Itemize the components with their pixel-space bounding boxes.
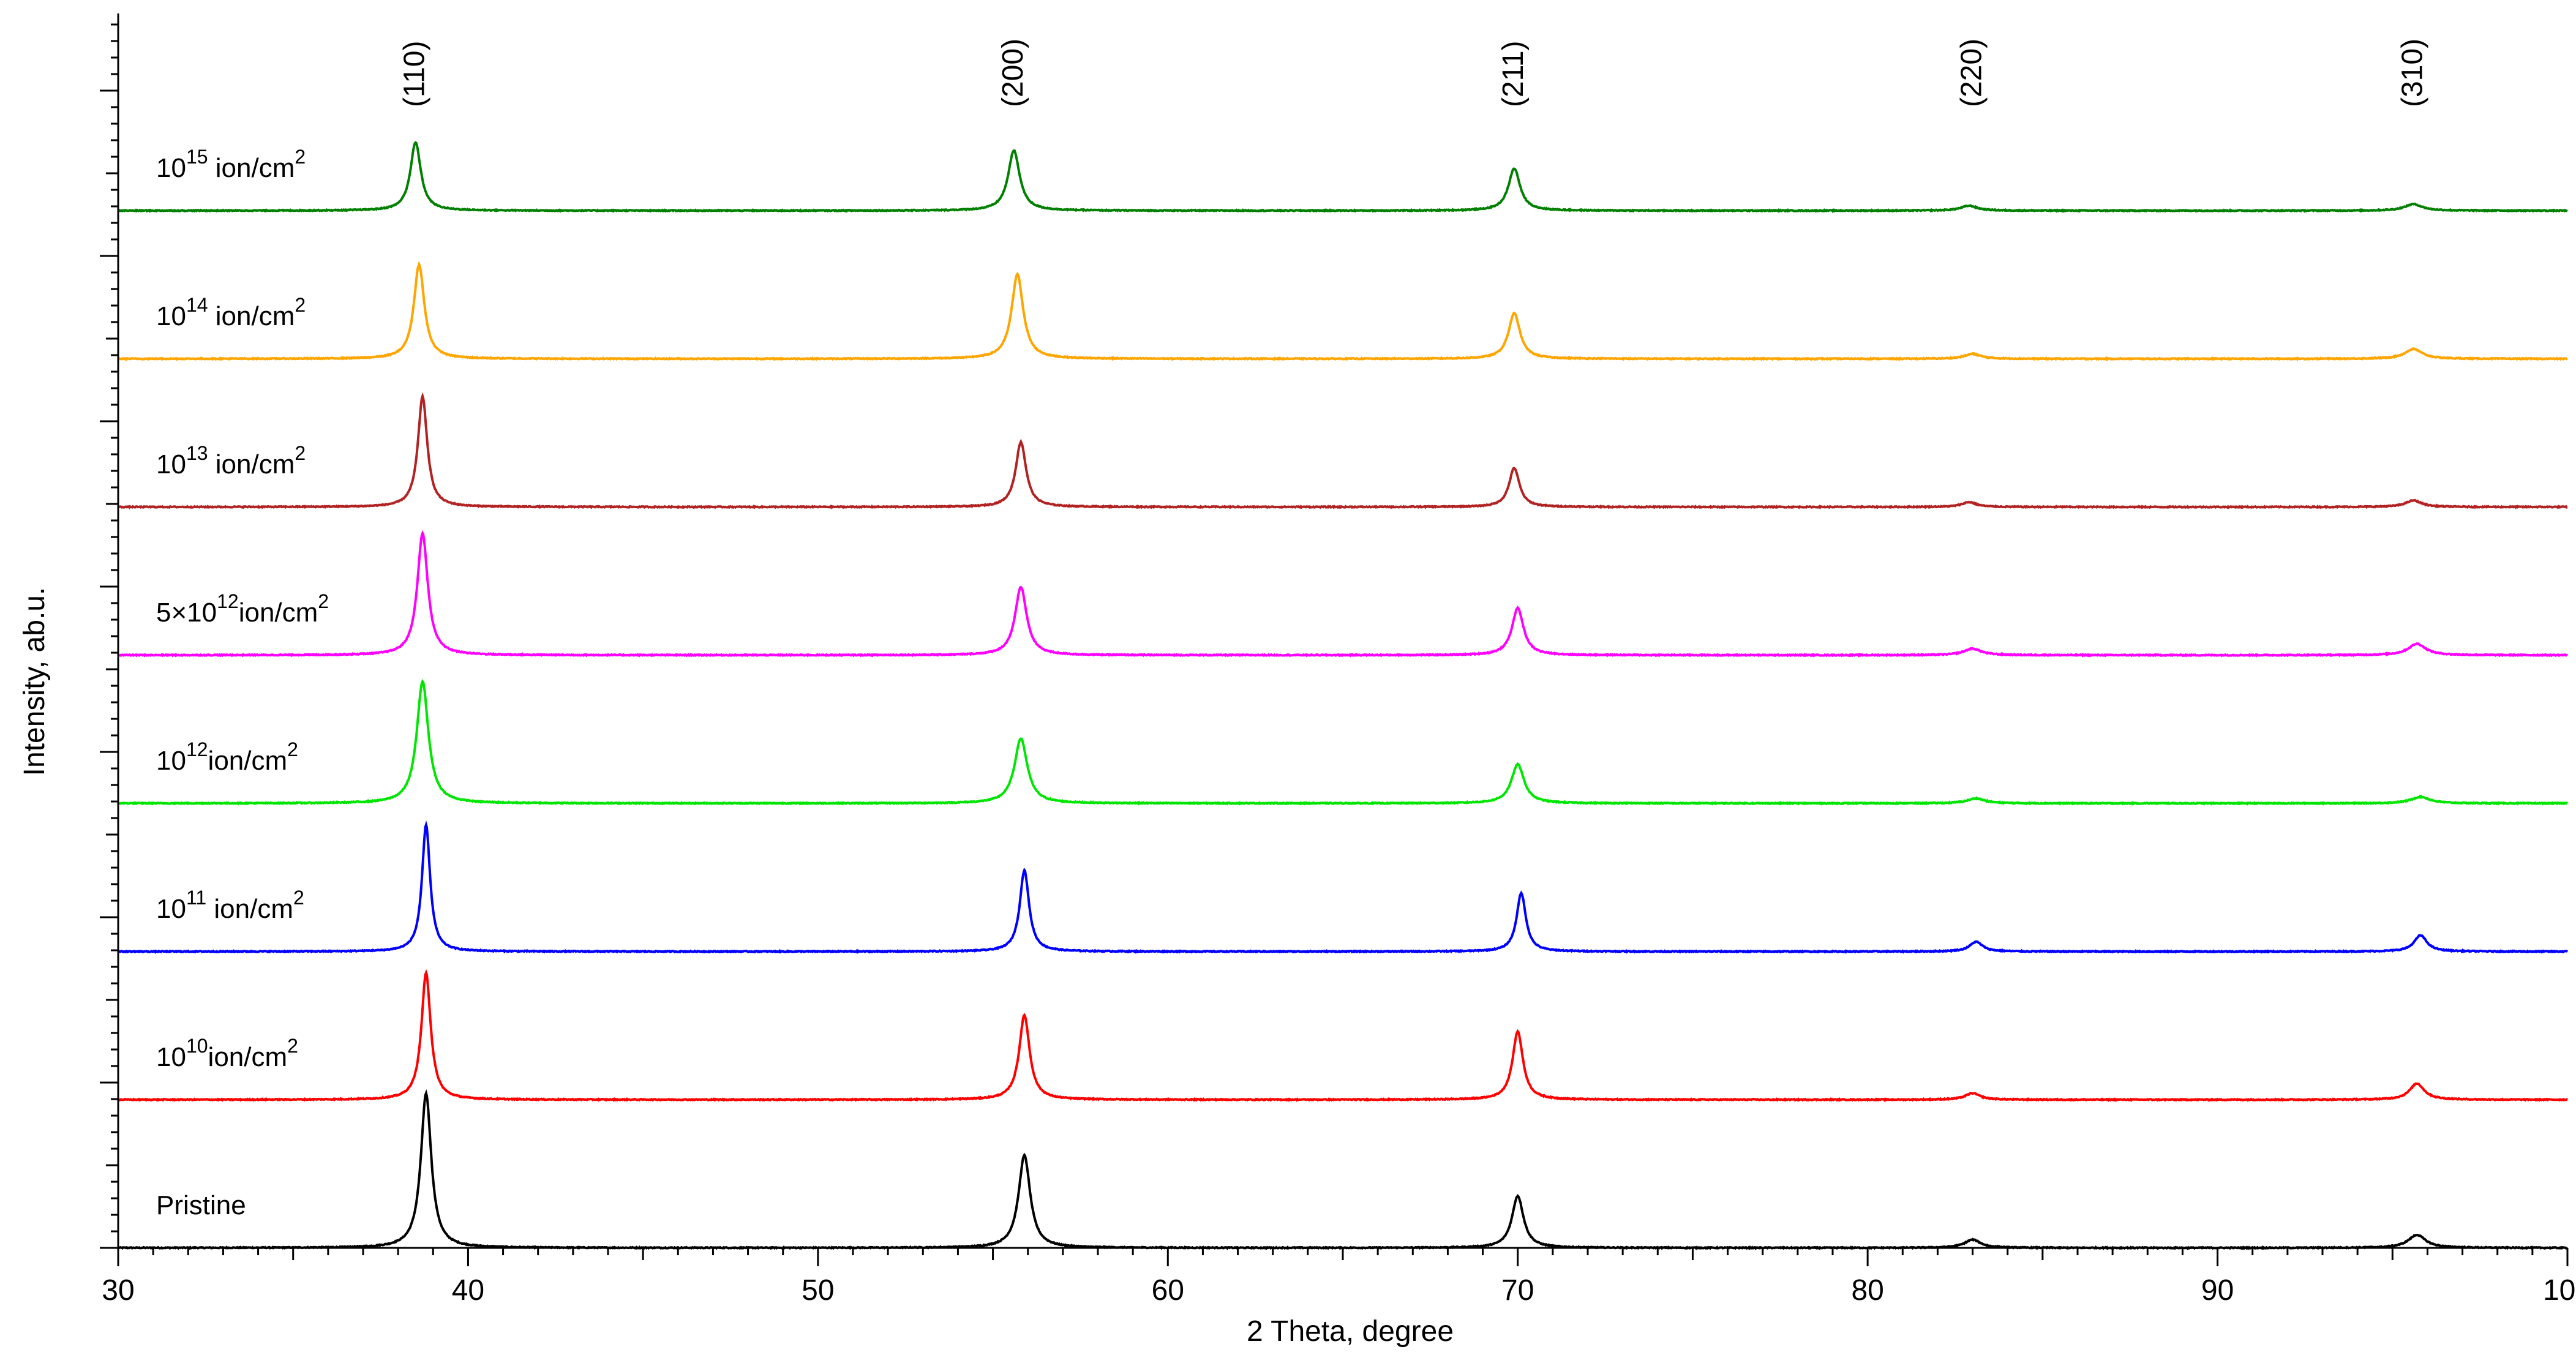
series-label-5-10-12-ion-cm-2: 5×1012ion/cm2 (156, 590, 329, 628)
series-label-part: Pristine (156, 1190, 246, 1220)
series-label-10-10-ion-cm-2: 1010ion/cm2 (156, 1035, 298, 1072)
series-line-10-15-ion-cm-2 (117, 141, 2568, 214)
series-label-part: ion/cm (208, 449, 295, 479)
series-line-pristine (118, 1089, 2568, 1250)
series-label-part: ion/cm (208, 301, 295, 331)
series-label-part: 10 (156, 746, 186, 776)
peak-label-310: (310) (2397, 39, 2429, 107)
x-tick-label: 50 (802, 1274, 834, 1307)
x-tick-label: 60 (1152, 1274, 1184, 1307)
series-label-part: 10 (156, 449, 186, 479)
series-label-part: 2 (295, 294, 306, 316)
peak-label-220: (220) (1956, 39, 1988, 107)
series-label-10-14-ion-cm-2: 1014 ion/cm2 (156, 294, 306, 331)
series-label-part: ion/cm (239, 598, 318, 628)
peak-label-211: (211) (1497, 41, 1530, 108)
series-label-part: 2 (318, 590, 329, 612)
y-axis-title: Intensity, ab.u. (18, 587, 51, 776)
series-label-part: 11 (186, 887, 206, 909)
series-layer (117, 141, 2569, 1250)
series-label-10-11-ion-cm-2: 1011 ion/cm2 (156, 887, 304, 924)
x-axis-title: 2 Theta, degree (1247, 1315, 1454, 1348)
series-label-part: 10 (156, 153, 186, 183)
series-label-part: 12 (186, 738, 208, 760)
series-label-10-15-ion-cm-2: 1015 ion/cm2 (156, 146, 306, 183)
series-label-part: 2 (295, 146, 306, 168)
series-label-part: ion/cm (206, 894, 293, 924)
peak-label-200: (200) (997, 39, 1029, 107)
series-label-part: 5×10 (156, 598, 217, 628)
series-label-part: 14 (186, 294, 208, 316)
series-label-part: 2 (295, 442, 306, 464)
series-label-part: 15 (186, 146, 208, 168)
x-tick-label: 40 (452, 1274, 484, 1307)
series-label-part: ion/cm (208, 1042, 288, 1072)
series-label-10-12-ion-cm-2: 1012ion/cm2 (156, 738, 298, 776)
series-line-10-13-ion-cm-2 (118, 392, 2568, 509)
x-tick-label: 70 (1501, 1274, 1534, 1307)
series-label-part: 10 (186, 1035, 208, 1057)
x-tick-label: 80 (1851, 1274, 1883, 1307)
x-tick-label: 90 (2201, 1274, 2234, 1307)
series-label-10-13-ion-cm-2: 1013 ion/cm2 (156, 442, 306, 479)
series-line-10-12-ion-cm-2 (118, 679, 2569, 806)
series-label-part: 2 (287, 738, 298, 760)
series-line-10-11-ion-cm-2 (117, 820, 2569, 954)
series-label-part: 10 (156, 1042, 186, 1072)
series-label-part: 13 (186, 442, 208, 464)
series-line-10-10-ion-cm-2 (117, 969, 2569, 1102)
axes-layer: 30 40 50 60 70 80 90 100 (100, 13, 2576, 1307)
series-label-part: 2 (293, 887, 304, 909)
series-label-part: 12 (217, 590, 239, 612)
series-line-5-10-12-ion-cm-2 (118, 530, 2569, 658)
series-label-part: 10 (156, 894, 186, 924)
series-label-pristine: Pristine (156, 1190, 246, 1220)
series-label-part: 10 (156, 301, 186, 331)
peak-label-110: (110) (399, 41, 431, 108)
x-tick-label: 30 (102, 1274, 134, 1307)
series-line-10-14-ion-cm-2 (118, 261, 2568, 361)
series-label-part: 2 (287, 1035, 298, 1057)
x-tick-label: 100 (2543, 1274, 2576, 1307)
series-label-part: ion/cm (208, 153, 295, 183)
series-label-part: ion/cm (208, 746, 288, 776)
